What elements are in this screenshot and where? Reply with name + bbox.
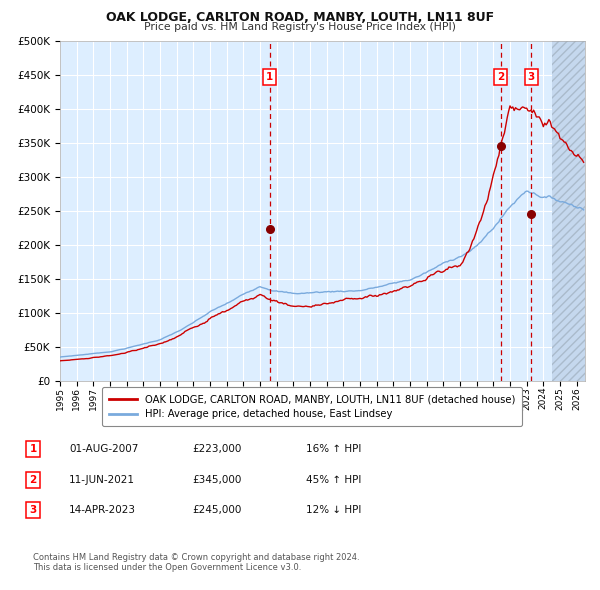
- Text: 14-APR-2023: 14-APR-2023: [69, 506, 136, 515]
- Text: 2: 2: [497, 72, 504, 82]
- Bar: [551, 41, 585, 381]
- Text: £345,000: £345,000: [192, 475, 241, 484]
- Legend: OAK LODGE, CARLTON ROAD, MANBY, LOUTH, LN11 8UF (detached house), HPI: Average p: OAK LODGE, CARLTON ROAD, MANBY, LOUTH, L…: [102, 387, 522, 426]
- Text: £245,000: £245,000: [192, 506, 241, 515]
- Text: 2: 2: [29, 475, 37, 484]
- Text: 3: 3: [528, 72, 535, 82]
- Text: OAK LODGE, CARLTON ROAD, MANBY, LOUTH, LN11 8UF: OAK LODGE, CARLTON ROAD, MANBY, LOUTH, L…: [106, 11, 494, 24]
- Text: 11-JUN-2021: 11-JUN-2021: [69, 475, 135, 484]
- Text: Price paid vs. HM Land Registry's House Price Index (HPI): Price paid vs. HM Land Registry's House …: [144, 22, 456, 32]
- Text: 16% ↑ HPI: 16% ↑ HPI: [306, 444, 361, 454]
- Text: This data is licensed under the Open Government Licence v3.0.: This data is licensed under the Open Gov…: [33, 563, 301, 572]
- Text: 12% ↓ HPI: 12% ↓ HPI: [306, 506, 361, 515]
- Text: 3: 3: [29, 506, 37, 515]
- Text: 1: 1: [29, 444, 37, 454]
- Text: £223,000: £223,000: [192, 444, 241, 454]
- Text: 1: 1: [266, 72, 274, 82]
- Text: 01-AUG-2007: 01-AUG-2007: [69, 444, 139, 454]
- Text: Contains HM Land Registry data © Crown copyright and database right 2024.: Contains HM Land Registry data © Crown c…: [33, 553, 359, 562]
- Text: 45% ↑ HPI: 45% ↑ HPI: [306, 475, 361, 484]
